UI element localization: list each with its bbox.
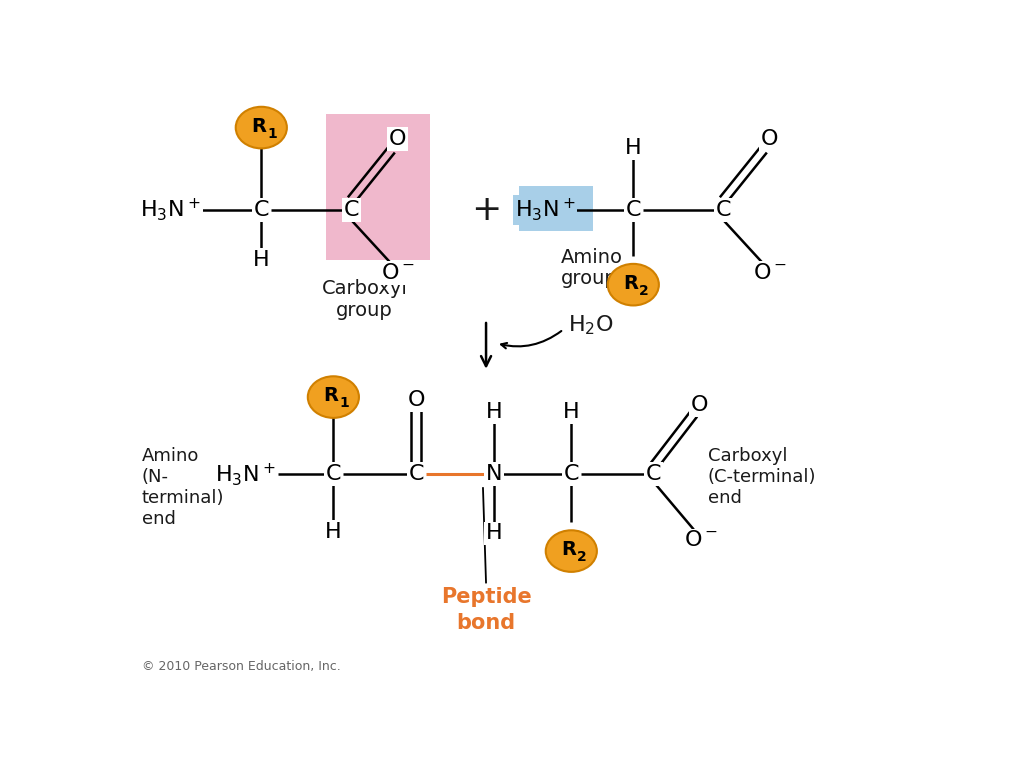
- Text: 2: 2: [639, 284, 649, 298]
- Text: (N-: (N-: [142, 468, 169, 486]
- Ellipse shape: [308, 376, 359, 418]
- Text: C: C: [343, 200, 359, 220]
- Text: C: C: [326, 464, 341, 484]
- Text: H$_2$O: H$_2$O: [568, 313, 614, 337]
- Text: O$^-$: O$^-$: [684, 530, 719, 551]
- Text: Peptide: Peptide: [440, 588, 531, 607]
- Text: N: N: [485, 464, 502, 484]
- Text: group: group: [336, 301, 393, 319]
- Text: H: H: [485, 402, 502, 422]
- Text: end: end: [708, 489, 741, 507]
- Text: bond: bond: [457, 614, 516, 634]
- Ellipse shape: [546, 530, 597, 572]
- Text: O: O: [691, 395, 709, 415]
- Text: Carboxyl: Carboxyl: [322, 280, 408, 298]
- Text: R: R: [252, 117, 266, 135]
- Text: Amino: Amino: [142, 448, 200, 465]
- Text: H: H: [253, 250, 269, 270]
- Text: O$^-$: O$^-$: [753, 263, 786, 283]
- Text: terminal): terminal): [142, 489, 224, 507]
- Text: group: group: [560, 270, 617, 288]
- Text: O: O: [761, 129, 778, 149]
- Text: H: H: [625, 138, 642, 158]
- Text: O: O: [408, 390, 425, 410]
- Text: H: H: [485, 523, 502, 544]
- Text: H$_3$N$^+$: H$_3$N$^+$: [515, 197, 575, 223]
- Text: 1: 1: [339, 396, 349, 410]
- Text: C: C: [563, 464, 579, 484]
- Text: C: C: [646, 464, 662, 484]
- Text: (C-terminal): (C-terminal): [708, 468, 816, 486]
- Text: 1: 1: [267, 127, 278, 141]
- Text: 2: 2: [578, 550, 587, 564]
- Text: O: O: [389, 129, 407, 149]
- Text: O$^-$: O$^-$: [381, 263, 415, 283]
- Text: Carboxyl: Carboxyl: [708, 448, 787, 465]
- Text: Amino: Amino: [560, 249, 623, 267]
- Text: R: R: [324, 386, 339, 405]
- Text: end: end: [142, 510, 176, 528]
- Text: C: C: [254, 200, 269, 220]
- Ellipse shape: [236, 107, 287, 148]
- Text: H$_3$N$^+$: H$_3$N$^+$: [140, 197, 201, 223]
- Ellipse shape: [607, 264, 658, 306]
- Text: H: H: [563, 402, 580, 422]
- Text: C: C: [409, 464, 424, 484]
- Text: +: +: [471, 193, 501, 227]
- Text: H$_3$N$^+$: H$_3$N$^+$: [215, 461, 276, 488]
- Text: © 2010 Pearson Education, Inc.: © 2010 Pearson Education, Inc.: [142, 660, 341, 673]
- Text: C: C: [716, 200, 731, 220]
- FancyBboxPatch shape: [519, 186, 593, 230]
- FancyBboxPatch shape: [326, 114, 430, 260]
- Text: C: C: [626, 200, 641, 220]
- Text: H: H: [325, 521, 342, 542]
- Text: R: R: [624, 273, 639, 293]
- Text: R: R: [561, 540, 577, 559]
